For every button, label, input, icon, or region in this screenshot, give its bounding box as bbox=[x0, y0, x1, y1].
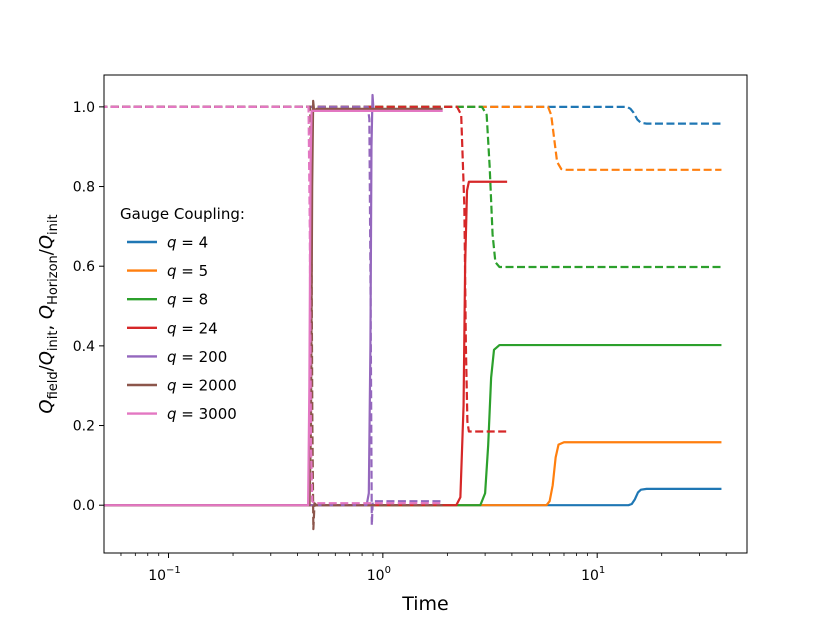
series-q200-field-line bbox=[104, 93, 443, 507]
legend-label: q = 200 bbox=[167, 348, 227, 366]
x-axis-label: Time bbox=[401, 593, 449, 615]
series-q4-field-line bbox=[104, 487, 722, 507]
series-q200-horizon-line bbox=[104, 105, 443, 527]
y-tick-label: 0.6 bbox=[73, 259, 95, 275]
x-tick-label: 101 bbox=[581, 565, 605, 584]
legend-label: q = 5 bbox=[167, 262, 208, 280]
series-q5-horizon-line bbox=[104, 105, 722, 171]
y-axis-label: Qfield/Qinit, QHorizon/Qinit bbox=[36, 214, 61, 413]
series-q2000-field-line bbox=[104, 99, 443, 507]
series-q2000-horizon-line bbox=[104, 105, 443, 531]
series-q3000-horizon-line bbox=[104, 105, 443, 505]
y-tick-label: 1.0 bbox=[73, 100, 95, 116]
x-tick-label: 100 bbox=[367, 565, 391, 584]
series-q4-horizon-line bbox=[104, 105, 722, 125]
x-tick-label: 10−1 bbox=[148, 565, 181, 584]
legend-label: q = 24 bbox=[167, 319, 218, 337]
y-tick-label: 0.4 bbox=[73, 339, 95, 355]
legend: Gauge Coupling: q = 4 q = 5 q = 8 q = 24 q = … bbox=[120, 205, 245, 423]
plot-frame bbox=[103, 74, 748, 554]
series-q3000-field-line bbox=[104, 109, 443, 507]
series-layer bbox=[104, 93, 722, 531]
series-q5-field-line bbox=[104, 441, 722, 507]
legend-label: q = 2000 bbox=[167, 377, 237, 395]
y-tick-label: 0.0 bbox=[73, 498, 95, 514]
y-tick-label: 0.8 bbox=[73, 180, 95, 196]
series-q8-horizon-line bbox=[104, 105, 722, 269]
legend-label: q = 3000 bbox=[167, 405, 237, 423]
y-tick-label: 0.2 bbox=[73, 419, 95, 435]
tick-labels: 0.0 0.2 0.4 0.6 0.8 1.0 10−1 100 101 bbox=[73, 100, 606, 584]
legend-label: q = 4 bbox=[167, 234, 208, 252]
series-q8-field-line bbox=[104, 343, 722, 507]
legend-title: Gauge Coupling: bbox=[120, 205, 245, 223]
series-q24-field-line bbox=[104, 180, 508, 507]
series-q24-horizon-line bbox=[104, 105, 508, 433]
legend-label: q = 8 bbox=[167, 291, 208, 309]
